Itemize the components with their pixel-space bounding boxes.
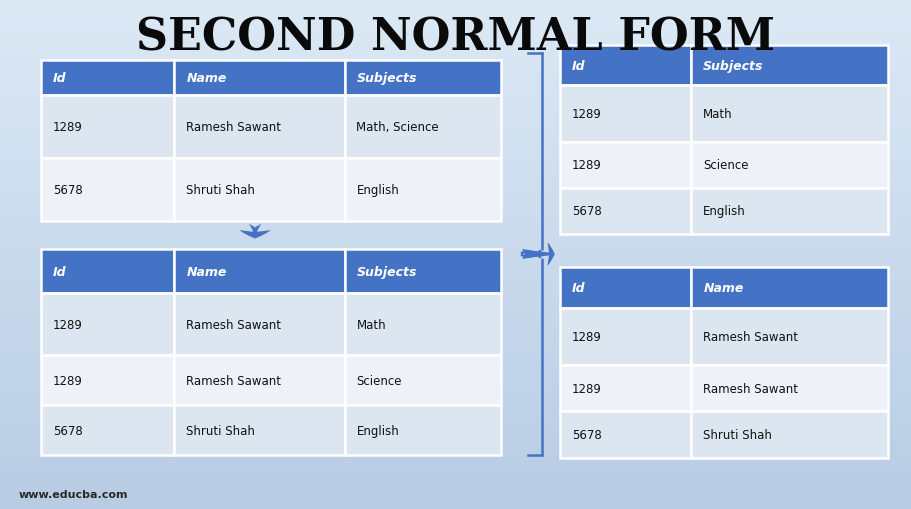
FancyBboxPatch shape [560, 412, 691, 458]
FancyBboxPatch shape [344, 355, 501, 405]
FancyBboxPatch shape [560, 267, 691, 308]
Text: 5678: 5678 [53, 183, 83, 196]
Text: English: English [703, 205, 746, 218]
Text: Ramesh Sawant: Ramesh Sawant [186, 121, 281, 133]
FancyBboxPatch shape [560, 143, 691, 188]
Text: 5678: 5678 [572, 429, 602, 441]
Text: Math, Science: Math, Science [356, 121, 439, 133]
Text: Name: Name [186, 72, 227, 85]
FancyBboxPatch shape [174, 158, 344, 221]
FancyBboxPatch shape [560, 87, 691, 143]
Text: Name: Name [703, 281, 743, 294]
FancyBboxPatch shape [344, 158, 501, 221]
Text: English: English [356, 424, 399, 437]
Text: Math: Math [703, 108, 733, 121]
FancyBboxPatch shape [560, 46, 691, 87]
Text: Math: Math [356, 318, 386, 331]
Text: Subjects: Subjects [703, 60, 763, 73]
FancyBboxPatch shape [174, 405, 344, 456]
Text: Name: Name [186, 265, 227, 278]
Text: 1289: 1289 [53, 318, 83, 331]
Text: 1289: 1289 [53, 374, 83, 387]
Text: Id: Id [53, 265, 67, 278]
Text: www.educba.com: www.educba.com [18, 489, 128, 499]
Text: Subjects: Subjects [356, 72, 417, 85]
FancyBboxPatch shape [560, 308, 691, 365]
FancyBboxPatch shape [41, 249, 174, 294]
Text: 5678: 5678 [572, 205, 602, 218]
Text: 1289: 1289 [572, 330, 602, 343]
Text: SECOND NORMAL FORM: SECOND NORMAL FORM [136, 17, 775, 60]
FancyBboxPatch shape [41, 355, 174, 405]
Text: Ramesh Sawant: Ramesh Sawant [186, 374, 281, 387]
Text: Subjects: Subjects [356, 265, 417, 278]
FancyBboxPatch shape [41, 96, 174, 158]
FancyBboxPatch shape [344, 294, 501, 355]
FancyBboxPatch shape [344, 96, 501, 158]
Text: 1289: 1289 [572, 382, 602, 395]
Text: Shruti Shah: Shruti Shah [703, 429, 773, 441]
FancyBboxPatch shape [41, 294, 174, 355]
FancyBboxPatch shape [41, 158, 174, 221]
Text: Shruti Shah: Shruti Shah [186, 424, 255, 437]
FancyBboxPatch shape [691, 308, 888, 365]
FancyBboxPatch shape [41, 61, 174, 96]
FancyBboxPatch shape [691, 87, 888, 143]
FancyBboxPatch shape [691, 46, 888, 87]
Text: Science: Science [356, 374, 402, 387]
FancyBboxPatch shape [174, 61, 344, 96]
FancyBboxPatch shape [41, 405, 174, 456]
Text: Ramesh Sawant: Ramesh Sawant [703, 330, 798, 343]
Text: English: English [356, 183, 399, 196]
FancyBboxPatch shape [691, 267, 888, 308]
FancyBboxPatch shape [691, 188, 888, 234]
FancyBboxPatch shape [174, 294, 344, 355]
FancyBboxPatch shape [691, 412, 888, 458]
Text: 1289: 1289 [53, 121, 83, 133]
FancyBboxPatch shape [344, 249, 501, 294]
FancyBboxPatch shape [174, 249, 344, 294]
Text: Id: Id [572, 60, 586, 73]
Text: Id: Id [572, 281, 586, 294]
Text: 1289: 1289 [572, 108, 602, 121]
Text: Shruti Shah: Shruti Shah [186, 183, 255, 196]
Text: Id: Id [53, 72, 67, 85]
FancyBboxPatch shape [174, 355, 344, 405]
FancyBboxPatch shape [560, 188, 691, 234]
Text: 1289: 1289 [572, 159, 602, 172]
FancyBboxPatch shape [344, 61, 501, 96]
Text: 5678: 5678 [53, 424, 83, 437]
Text: Ramesh Sawant: Ramesh Sawant [703, 382, 798, 395]
Text: Ramesh Sawant: Ramesh Sawant [186, 318, 281, 331]
FancyBboxPatch shape [691, 365, 888, 412]
FancyBboxPatch shape [560, 365, 691, 412]
FancyBboxPatch shape [344, 405, 501, 456]
FancyBboxPatch shape [691, 143, 888, 188]
FancyBboxPatch shape [174, 96, 344, 158]
Text: Science: Science [703, 159, 749, 172]
